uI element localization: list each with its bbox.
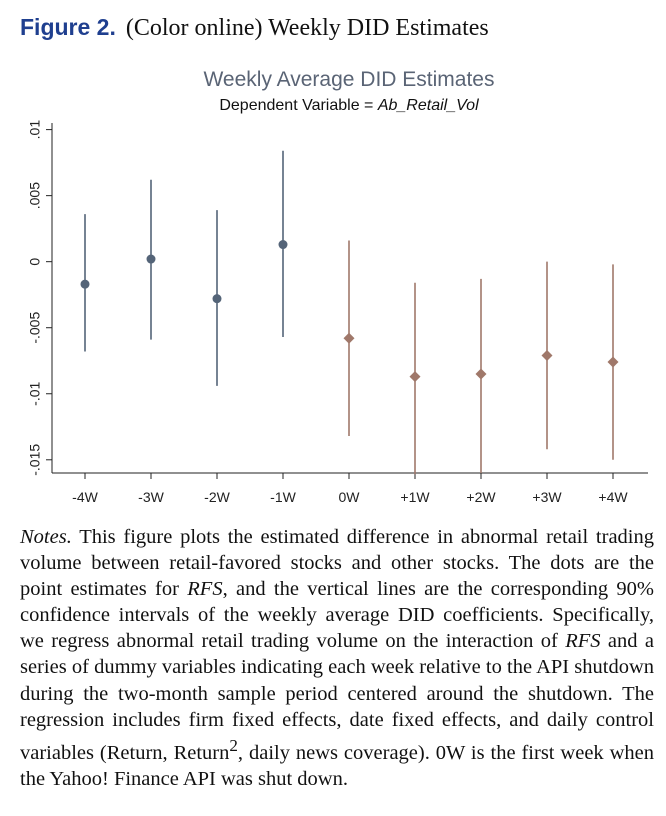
point-estimate--2W: [212, 294, 222, 304]
x-tick-label: -3W: [138, 489, 164, 505]
notes-rfs-2: RFS: [565, 630, 601, 653]
figure-notes: Notes. This figure plots the estimated d…: [20, 524, 654, 792]
x-tick-label: +3W: [532, 489, 562, 505]
figure-label: Figure 2.: [20, 14, 116, 40]
point-estimate-+2W: [475, 368, 487, 380]
point-estimate--1W: [278, 240, 288, 250]
chart-title: Weekly Average DID Estimates: [203, 68, 494, 91]
x-tick-label: +4W: [598, 489, 628, 505]
plot-marks: [80, 150, 619, 475]
y-tick-label: .01: [27, 120, 43, 140]
x-axis-ticks: -4W -3W -2W -1W 0W +1W +2W +3W +4W: [72, 473, 628, 505]
notes-superscript: 2: [229, 735, 238, 755]
x-tick-label: -2W: [204, 489, 230, 505]
notes-text-3: and a series of dummy variables indicati…: [20, 630, 654, 764]
notes-text-4: , daily news coverage). 0W is the first …: [20, 741, 654, 790]
figure-caption: Figure 2. (Color online) Weekly DID Estim…: [20, 14, 489, 42]
y-tick-label: .005: [27, 182, 43, 209]
point-estimate--3W: [146, 254, 156, 264]
chart-subtitle-variable: Ab_Retail_Vol: [377, 97, 479, 114]
x-tick-label: +2W: [466, 489, 496, 505]
point-estimate-0W: [343, 332, 355, 344]
notes-rfs-1: RFS: [187, 578, 223, 601]
chart-subtitle: Dependent Variable = Ab_Retail_Vol: [219, 97, 479, 114]
point-estimate-+4W: [607, 356, 619, 368]
point-estimate-+3W: [541, 349, 553, 361]
y-tick-label: -.015: [27, 444, 43, 476]
chart-subtitle-prefix: Dependent Variable =: [219, 97, 377, 114]
y-tick-label: -.01: [27, 381, 43, 405]
y-tick-label: 0: [27, 258, 43, 266]
y-axis-ticks: .01 .005 0 -.005 -.01 -.015: [27, 120, 52, 476]
point-estimate--4W: [80, 279, 90, 289]
point-estimate-+1W: [409, 371, 421, 383]
y-tick-label: -.005: [27, 312, 43, 344]
x-tick-label: +1W: [400, 489, 430, 505]
did-estimates-chart: Weekly Average DID Estimates Dependent V…: [27, 68, 648, 505]
figure-title: (Color online) Weekly DID Estimates: [125, 15, 489, 41]
x-tick-label: -4W: [72, 489, 98, 505]
x-tick-label: -1W: [270, 489, 296, 505]
notes-label: Notes.: [20, 526, 72, 548]
notes-text-2: , and the vertical lines are the corresp…: [20, 578, 654, 653]
x-tick-label: 0W: [339, 489, 361, 505]
notes-text-1: This figure plots the estimated differen…: [20, 526, 654, 601]
